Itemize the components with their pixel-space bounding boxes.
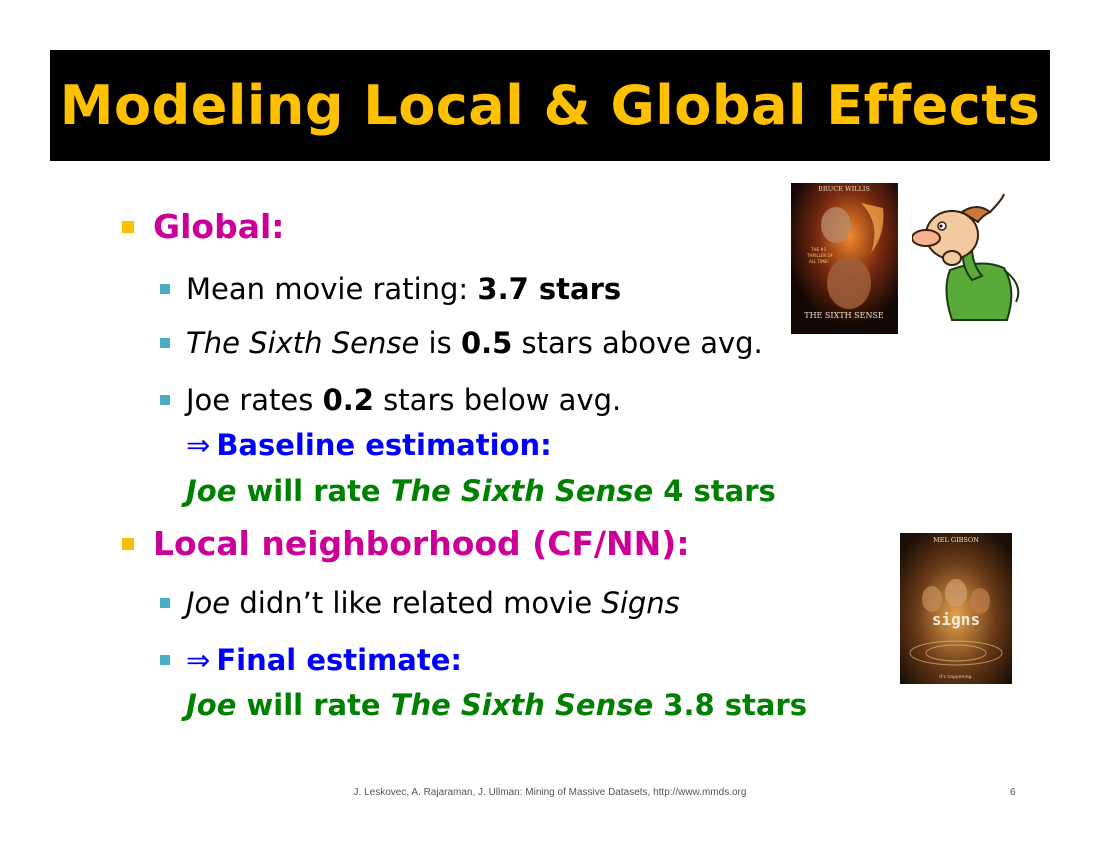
bullet-square-icon bbox=[160, 598, 170, 608]
baseline-who: Joe bbox=[186, 474, 237, 508]
final-label-line: ⇒ Final estimate: bbox=[186, 643, 462, 677]
signs-movie: Signs bbox=[601, 586, 680, 620]
mean-value: 3.7 stars bbox=[477, 272, 622, 306]
final-mid: will rate bbox=[236, 688, 391, 722]
final-value: 3.8 stars bbox=[653, 688, 807, 722]
implies-arrow-icon: ⇒ bbox=[186, 428, 211, 462]
sixth-poster-title: THE SIXTH SENSE bbox=[804, 311, 884, 320]
signs-poster-art: MEL GIBSON signs It's happening. bbox=[900, 533, 1012, 684]
mean-prefix: Mean movie rating: bbox=[186, 272, 478, 306]
bullet-square-icon bbox=[160, 338, 170, 348]
baseline-line: Joe will rate The Sixth Sense 4 stars bbox=[186, 474, 776, 508]
baseline-mid: will rate bbox=[236, 474, 391, 508]
signs-who: Joe bbox=[186, 586, 231, 620]
joe-prefix: Joe rates bbox=[186, 383, 323, 417]
final-label: Final estimate: bbox=[216, 643, 462, 677]
bullet-signs: Joe didn’t like related movie Signs bbox=[160, 586, 680, 620]
bullet-final: ⇒ Final estimate: bbox=[160, 643, 462, 677]
implies-arrow-icon: ⇒ bbox=[186, 643, 211, 677]
sixth-suffix: stars above avg. bbox=[512, 326, 763, 360]
signs-poster-logo: signs bbox=[932, 610, 980, 629]
baseline-movie: The Sixth Sense bbox=[390, 474, 654, 508]
sixth-movie: The Sixth Sense bbox=[186, 326, 420, 360]
slide-title: Modeling Local & Global Effects bbox=[59, 74, 1041, 137]
bullet-square-icon bbox=[160, 284, 170, 294]
sixth-poster-tag1: THE #1 bbox=[810, 247, 827, 252]
final-line: Joe will rate The Sixth Sense 3.8 stars bbox=[186, 688, 807, 722]
signs-mid: didn’t like related movie bbox=[230, 586, 602, 620]
final-movie: The Sixth Sense bbox=[390, 688, 654, 722]
joe-suffix: stars below avg. bbox=[373, 383, 622, 417]
bullet-local: Local neighborhood (CF/NN): bbox=[122, 524, 690, 563]
bullet-square-icon bbox=[160, 655, 170, 665]
final-who: Joe bbox=[186, 688, 237, 722]
global-heading: Global: bbox=[153, 207, 285, 246]
footer-citation: J. Leskovec, A. Rajaraman, J. Ullman: Mi… bbox=[353, 787, 747, 798]
bullet-square-icon bbox=[122, 220, 134, 233]
local-heading: Local neighborhood (CF/NN): bbox=[153, 524, 690, 563]
signs-poster: MEL GIBSON signs It's happening. bbox=[900, 533, 1012, 684]
sixth-poster-tag3: ALL TIME! bbox=[809, 259, 829, 264]
baseline-label: Baseline estimation: bbox=[216, 428, 552, 462]
sixth-poster-tag2: THRILLER OF bbox=[806, 253, 834, 258]
joe-value: 0.2 bbox=[322, 383, 374, 417]
bullet-joe-rates: Joe rates 0.2 stars below avg. bbox=[160, 383, 621, 417]
sixth-sense-poster-art: BRUCE WILLIS THE #1 THRILLER OF ALL TIME… bbox=[791, 183, 898, 334]
bullet-sixth-sense: The Sixth Sense is 0.5 stars above avg. bbox=[160, 326, 763, 360]
thinking-man-illustration bbox=[912, 190, 1032, 322]
title-bar: Modeling Local & Global Effects bbox=[50, 50, 1050, 161]
baseline-label-line: ⇒ Baseline estimation: bbox=[186, 428, 552, 462]
baseline-value: 4 stars bbox=[653, 474, 776, 508]
sixth-value: 0.5 bbox=[460, 326, 513, 360]
bullet-mean-rating: Mean movie rating: 3.7 stars bbox=[160, 272, 621, 306]
bullet-square-icon bbox=[160, 395, 170, 405]
signs-poster-top: MEL GIBSON bbox=[933, 536, 979, 544]
sixth-poster-top: BRUCE WILLIS bbox=[818, 185, 870, 193]
bullet-global: Global: bbox=[122, 207, 284, 246]
sixth-sense-poster: BRUCE WILLIS THE #1 THRILLER OF ALL TIME… bbox=[791, 183, 898, 334]
page-number: 6 bbox=[1010, 787, 1016, 798]
bullet-square-icon bbox=[122, 537, 134, 550]
signs-poster-tagline: It's happening. bbox=[939, 674, 972, 680]
sixth-mid: is bbox=[419, 326, 461, 360]
thinking-man-icon bbox=[912, 193, 1020, 321]
